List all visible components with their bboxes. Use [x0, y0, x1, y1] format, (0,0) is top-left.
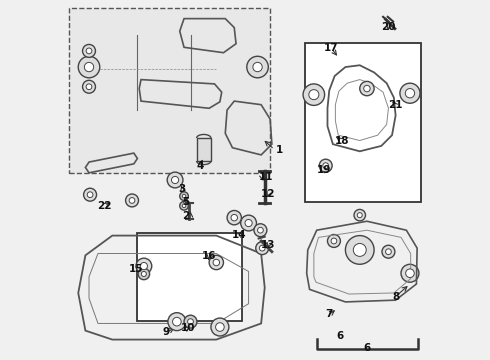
- Text: 5: 5: [182, 197, 190, 207]
- Circle shape: [227, 211, 242, 225]
- Text: 22: 22: [97, 201, 112, 211]
- Circle shape: [319, 159, 332, 172]
- Circle shape: [309, 90, 319, 100]
- Text: 17: 17: [324, 43, 339, 53]
- Circle shape: [254, 224, 267, 237]
- Circle shape: [141, 271, 147, 276]
- Circle shape: [182, 194, 186, 198]
- Circle shape: [86, 84, 92, 90]
- Circle shape: [258, 227, 263, 233]
- Circle shape: [259, 245, 265, 251]
- Text: 12: 12: [261, 189, 275, 199]
- Bar: [137, 233, 242, 320]
- Text: 21: 21: [389, 100, 403, 111]
- Circle shape: [231, 215, 238, 221]
- Circle shape: [182, 204, 186, 208]
- Circle shape: [129, 198, 135, 203]
- Circle shape: [245, 220, 252, 226]
- Text: 8: 8: [392, 292, 399, 302]
- Circle shape: [136, 258, 152, 274]
- Text: 6: 6: [337, 331, 343, 341]
- Bar: [305, 43, 421, 202]
- Circle shape: [331, 238, 337, 244]
- Circle shape: [327, 234, 341, 247]
- Circle shape: [357, 213, 362, 218]
- Circle shape: [247, 56, 269, 78]
- Circle shape: [84, 62, 94, 72]
- Text: 2: 2: [182, 211, 190, 221]
- Text: 3: 3: [179, 184, 186, 194]
- Circle shape: [323, 163, 329, 168]
- Circle shape: [303, 84, 324, 105]
- Text: 4: 4: [196, 161, 204, 171]
- Text: 10: 10: [180, 323, 195, 333]
- Text: 13: 13: [261, 240, 275, 250]
- Circle shape: [253, 62, 262, 72]
- Circle shape: [216, 323, 224, 331]
- Text: 11: 11: [259, 172, 274, 182]
- Circle shape: [360, 81, 374, 96]
- Circle shape: [354, 210, 366, 221]
- Circle shape: [256, 242, 269, 255]
- Circle shape: [188, 319, 194, 324]
- Circle shape: [87, 192, 93, 198]
- Circle shape: [241, 215, 256, 231]
- Circle shape: [400, 83, 420, 103]
- Bar: [69, 8, 270, 173]
- Text: 9: 9: [163, 327, 170, 337]
- Text: 15: 15: [128, 264, 143, 274]
- Circle shape: [401, 264, 419, 282]
- Circle shape: [184, 315, 197, 328]
- Bar: [196, 138, 211, 161]
- Circle shape: [211, 318, 229, 336]
- Circle shape: [213, 259, 220, 266]
- Circle shape: [345, 235, 374, 264]
- Circle shape: [82, 44, 96, 57]
- Circle shape: [172, 176, 179, 184]
- Circle shape: [168, 313, 186, 330]
- Circle shape: [82, 80, 96, 93]
- Circle shape: [167, 172, 183, 188]
- Text: 20: 20: [381, 22, 396, 32]
- Circle shape: [386, 249, 392, 255]
- Circle shape: [406, 269, 414, 278]
- Circle shape: [382, 245, 395, 258]
- Circle shape: [209, 255, 223, 270]
- Circle shape: [140, 262, 147, 270]
- Text: 18: 18: [335, 136, 349, 146]
- Circle shape: [172, 318, 181, 326]
- Text: 1: 1: [275, 144, 283, 154]
- Circle shape: [405, 89, 415, 98]
- Circle shape: [86, 48, 92, 54]
- Circle shape: [353, 243, 366, 256]
- Circle shape: [84, 188, 97, 201]
- Text: 19: 19: [317, 165, 331, 175]
- Circle shape: [180, 192, 188, 201]
- Text: 14: 14: [232, 230, 247, 239]
- Circle shape: [364, 85, 370, 92]
- Text: 6: 6: [364, 343, 371, 353]
- Text: 16: 16: [202, 251, 217, 261]
- Circle shape: [138, 268, 149, 280]
- Circle shape: [125, 194, 139, 207]
- Circle shape: [78, 56, 100, 78]
- Circle shape: [180, 202, 188, 210]
- Text: 7: 7: [325, 310, 333, 319]
